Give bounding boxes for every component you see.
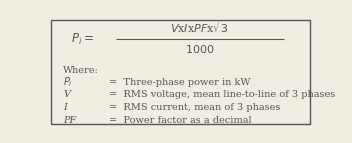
Text: Where:: Where: [63, 65, 99, 75]
Text: =  Three-phase power in kW: = Three-phase power in kW [109, 78, 251, 87]
Text: $1000$: $1000$ [186, 43, 215, 55]
FancyBboxPatch shape [51, 20, 310, 124]
Text: PF: PF [63, 116, 76, 125]
Text: =  RMS current, mean of 3 phases: = RMS current, mean of 3 phases [109, 103, 281, 112]
Text: $\mathit{V}$x$\mathit{I}$x$\mathit{PF}$x$\mathit{\sqrt{3}}$: $\mathit{V}$x$\mathit{I}$x$\mathit{PF}$x… [170, 19, 231, 35]
Text: =  Power factor as a decimal: = Power factor as a decimal [109, 116, 252, 125]
Text: $\mathit{P_i}$: $\mathit{P_i}$ [63, 75, 73, 89]
Text: I: I [63, 103, 67, 112]
Text: =  RMS voltage, mean line-to-line of 3 phases: = RMS voltage, mean line-to-line of 3 ph… [109, 90, 336, 99]
Text: V: V [63, 90, 70, 99]
Text: $\mathit{P_i}=$: $\mathit{P_i}=$ [71, 32, 94, 47]
